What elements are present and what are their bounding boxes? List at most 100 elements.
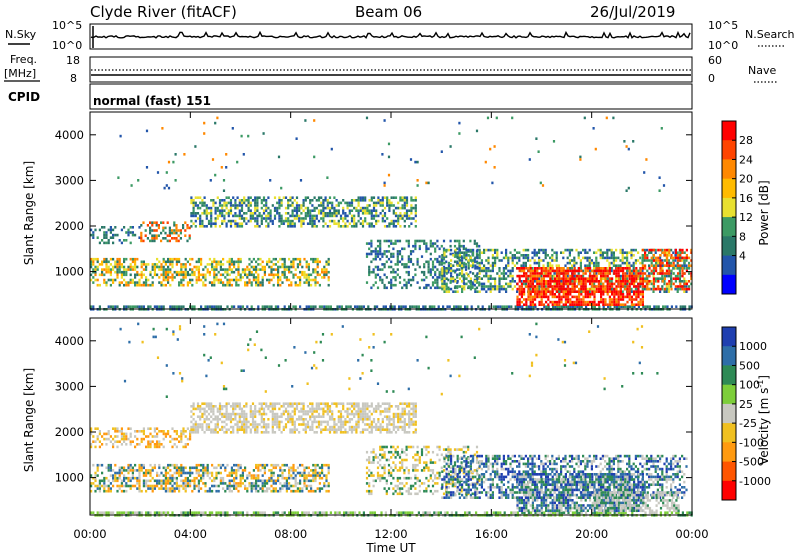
data-cell: [516, 290, 518, 293]
data-cell: [503, 272, 505, 275]
data-cell: [446, 511, 448, 514]
data-cell: [395, 196, 397, 199]
data-cell: [683, 259, 685, 262]
data-cell: [226, 212, 228, 215]
data-cell: [140, 224, 142, 227]
data-cell: [214, 122, 216, 125]
data-cell: [347, 511, 349, 514]
data-cell: [154, 274, 156, 277]
data-cell: [141, 490, 143, 493]
data-cell: [219, 199, 221, 202]
data-cell: [320, 209, 322, 212]
data-cell: [178, 271, 180, 274]
data-cell: [94, 472, 96, 475]
data-cell: [384, 207, 386, 210]
data-cell: [198, 474, 200, 477]
data-cell: [197, 212, 199, 215]
data-cell: [685, 285, 687, 288]
data-cell: [184, 229, 186, 232]
data-cell: [265, 220, 267, 223]
data-cell: [597, 262, 599, 265]
data-cell: [434, 250, 436, 253]
data-cell: [580, 288, 582, 291]
data-cell: [490, 264, 492, 267]
data-cell: [620, 285, 622, 288]
data-cell: [151, 224, 153, 227]
data-cell: [349, 202, 351, 205]
data-cell: [123, 261, 125, 264]
data-cell: [229, 261, 231, 264]
data-cell: [664, 259, 666, 262]
data-cell: [440, 511, 442, 514]
data-cell: [556, 303, 558, 306]
data-cell: [119, 261, 121, 264]
data-cell: [682, 305, 684, 308]
data-cell: [185, 268, 187, 271]
data-cell: [224, 271, 226, 274]
data-cell: [472, 264, 474, 267]
data-cell: [392, 284, 394, 287]
data-cell: [545, 290, 547, 293]
data-cell: [333, 207, 335, 210]
data-cell: [132, 467, 134, 470]
data-cell: [549, 283, 551, 286]
data-cell: [461, 290, 463, 293]
data-cell: [618, 280, 620, 283]
data-cell: [377, 266, 379, 269]
data-cell: [635, 270, 637, 273]
data-cell: [591, 277, 593, 280]
data-cell: [261, 207, 263, 210]
data-cell: [200, 474, 202, 477]
data-cell: [322, 202, 324, 205]
data-cell: [156, 485, 158, 488]
data-cell: [165, 268, 167, 271]
data-cell: [110, 279, 112, 282]
data-cell: [525, 301, 527, 304]
data-cell: [503, 275, 505, 278]
data-cell: [424, 305, 426, 308]
data-cell: [233, 472, 235, 475]
data-cell: [384, 263, 386, 266]
data-cell: [270, 215, 272, 218]
data-cell: [206, 204, 208, 207]
data-cell: [163, 276, 165, 279]
data-cell: [329, 209, 331, 212]
data-cell: [459, 251, 461, 254]
data-cell: [657, 249, 659, 252]
data-cell: [543, 283, 545, 286]
data-cell: [251, 281, 253, 284]
nave-label: Nave: [748, 64, 776, 77]
data-cell: [578, 275, 580, 278]
data-cell: [300, 222, 302, 225]
data-cell: [589, 283, 591, 286]
data-cell: [558, 296, 560, 299]
data-cell: [255, 276, 257, 279]
data-cell: [215, 490, 217, 493]
data-cell: [209, 472, 211, 475]
data-cell: [468, 264, 470, 267]
data-cell: [99, 485, 101, 488]
data-cell: [560, 301, 562, 304]
data-cell: [525, 298, 527, 301]
data-cell: [595, 264, 597, 267]
data-cell: [114, 271, 116, 274]
data-cell: [317, 263, 319, 266]
data-cell: [516, 257, 518, 260]
data-cell: [640, 277, 642, 280]
data-cell: [171, 263, 173, 266]
data-cell: [136, 482, 138, 485]
data-cell: [336, 209, 338, 212]
data-cell: [369, 204, 371, 207]
data-cell: [618, 303, 620, 306]
data-cell: [379, 268, 381, 271]
data-cell: [250, 202, 252, 205]
data-cell: [292, 212, 294, 215]
data-cell: [193, 477, 195, 480]
data-cell: [474, 288, 476, 291]
data-cell: [549, 262, 551, 265]
freq-tick-bottom: 8: [70, 72, 77, 85]
data-cell: [585, 270, 587, 273]
data-cell: [280, 187, 282, 190]
data-cell: [512, 511, 514, 514]
data-cell: [508, 305, 510, 308]
